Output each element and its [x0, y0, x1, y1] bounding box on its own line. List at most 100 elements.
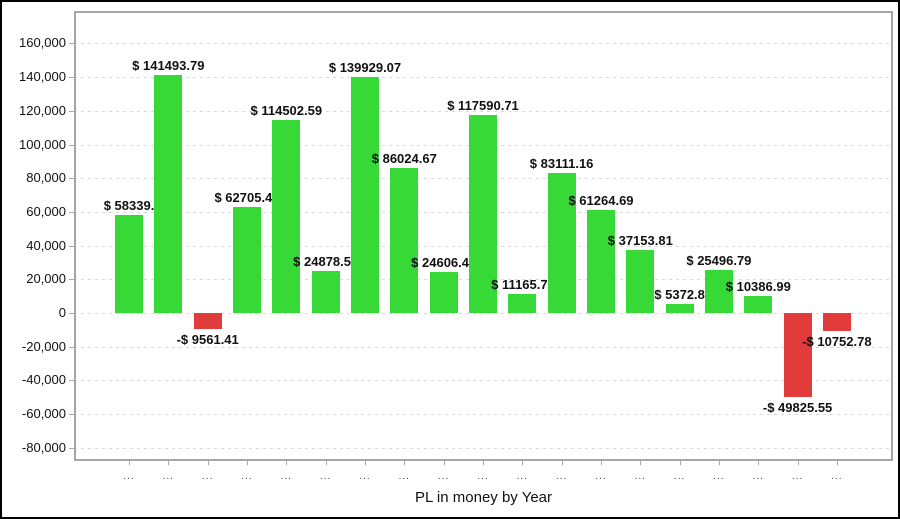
bar-value-label: $ 11165.7 — [491, 277, 548, 293]
bar[interactable] — [311, 271, 340, 313]
y-axis-label: 40,000 — [26, 237, 66, 253]
bar-value-label: -$ 10752.78 — [802, 334, 872, 350]
x-axis-label: ... — [673, 471, 686, 482]
bar[interactable] — [704, 270, 733, 313]
bar-value-label: $ 86024.67 — [371, 151, 437, 166]
bar-value-label: $ 37153.81 — [607, 233, 673, 249]
x-axis-label: ... — [202, 471, 214, 482]
bar[interactable] — [351, 77, 379, 313]
bar[interactable] — [508, 294, 537, 313]
y-axis-tick — [69, 414, 74, 416]
x-axis-label: ... — [162, 471, 174, 482]
y-axis-label: 60,000 — [26, 203, 66, 219]
bar-value-label: $ 114502.59 — [250, 103, 323, 119]
x-axis-tick — [836, 461, 838, 465]
y-axis-label: -60,000 — [21, 406, 66, 422]
y-axis-tick — [69, 245, 74, 247]
bar[interactable] — [390, 168, 419, 313]
x-axis-tick — [286, 461, 288, 465]
bar-value-label: $ 61264.69 — [568, 192, 634, 208]
x-axis-label: ... — [398, 471, 410, 482]
x-axis-tick — [640, 461, 642, 465]
bar[interactable] — [744, 295, 773, 313]
bar[interactable] — [154, 74, 183, 313]
x-axis-tick — [483, 461, 484, 465]
y-axis-tick — [69, 279, 74, 281]
bar[interactable] — [193, 313, 222, 330]
x-axis-tick — [168, 461, 170, 465]
bar[interactable] — [469, 114, 497, 313]
x-axis-tick — [365, 461, 366, 465]
x-axis-label: ... — [359, 471, 371, 482]
bar-value-label: $ 24606.4 — [411, 254, 469, 270]
gridline — [74, 447, 893, 449]
bar-value-label: $ 24878.5 — [293, 254, 351, 270]
bar-value-label: $ 58339. — [103, 197, 155, 213]
x-axis-tick — [561, 461, 563, 465]
bar[interactable] — [783, 313, 812, 397]
x-axis-tick — [601, 461, 602, 465]
y-axis-label: -40,000 — [21, 372, 66, 388]
bar[interactable] — [272, 120, 301, 313]
y-axis-tick — [69, 77, 74, 79]
y-axis-label: 140,000 — [19, 69, 66, 85]
bar-value-label: $ 62705.4 — [214, 190, 273, 206]
bar[interactable] — [429, 271, 458, 313]
bar-value-label: $ 141493.79 — [132, 57, 205, 73]
x-axis-tick — [718, 461, 720, 465]
bar-value-label: $ 5372.8 — [654, 286, 705, 302]
bar[interactable] — [665, 303, 694, 313]
x-axis-title: PL in money by Year — [414, 489, 553, 506]
y-axis-label: 20,000 — [26, 271, 66, 287]
y-axis-label: 80,000 — [26, 170, 66, 186]
gridline — [74, 414, 893, 416]
y-axis-tick — [69, 346, 74, 348]
bar[interactable] — [115, 214, 143, 313]
bar-value-label: $ 139929.07 — [328, 60, 402, 76]
bar-value-label: -$ 9561.41 — [176, 332, 239, 348]
gridline — [74, 77, 893, 79]
gridline — [74, 43, 893, 45]
x-axis-tick — [404, 461, 406, 465]
y-axis-tick — [69, 144, 74, 146]
x-axis-tick — [522, 461, 524, 465]
y-axis-tick — [69, 447, 74, 449]
x-axis-tick — [207, 461, 209, 465]
bar[interactable] — [822, 313, 851, 332]
x-axis-label: ... — [437, 471, 450, 482]
y-axis-tick — [69, 211, 74, 213]
bar[interactable] — [547, 173, 576, 313]
bar[interactable] — [233, 207, 261, 313]
bar-value-label: -$ 49825.55 — [762, 400, 833, 415]
y-axis-label: 100,000 — [19, 136, 66, 152]
y-axis-tick — [69, 178, 74, 180]
y-axis-label: -20,000 — [21, 338, 66, 354]
gridline — [74, 110, 893, 112]
y-axis-label: -80,000 — [21, 439, 66, 455]
x-axis-tick — [679, 461, 681, 465]
x-axis-tick — [129, 461, 130, 465]
x-axis-tick — [797, 461, 799, 465]
x-axis-label: ... — [634, 471, 646, 482]
plot-area: $ 58339. $ 141493.79 -$ 9561.41 $ 62705.4 $ … — [74, 11, 893, 461]
x-axis-label: ... — [752, 471, 764, 482]
y-axis-tick — [69, 43, 74, 45]
y-axis-tick — [69, 313, 74, 314]
x-axis-label: ... — [477, 471, 489, 482]
x-axis-label: ... — [555, 471, 568, 482]
x-axis-label: ... — [280, 471, 292, 482]
x-axis-label: ... — [595, 471, 607, 482]
y-axis-label: 160,000 — [19, 35, 66, 51]
y-axis-tick — [69, 380, 74, 382]
gridline — [74, 380, 893, 382]
bar-value-label: $ 10386.99 — [725, 278, 791, 294]
x-axis-tick — [325, 461, 327, 465]
bar-value-label: $ 25496.79 — [686, 253, 752, 268]
y-axis-label: 0 — [58, 305, 66, 320]
x-axis-label: ... — [123, 471, 135, 482]
bar[interactable] — [626, 250, 655, 313]
x-axis-label: ... — [713, 471, 725, 482]
gridline — [74, 346, 893, 348]
bar[interactable] — [587, 209, 615, 313]
